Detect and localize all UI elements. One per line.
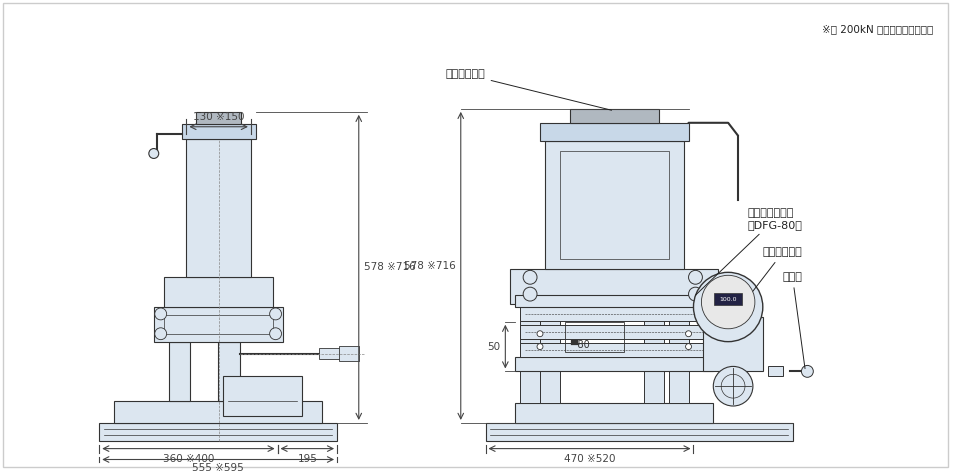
Text: 578 ※716: 578 ※716 [404,261,456,271]
Text: 555 ※595: 555 ※595 [192,464,244,474]
Circle shape [802,365,813,377]
Text: ▀80: ▀80 [569,340,589,350]
Circle shape [155,328,167,340]
Circle shape [693,272,763,342]
FancyBboxPatch shape [520,342,708,357]
Circle shape [270,308,281,320]
FancyBboxPatch shape [164,277,273,307]
FancyBboxPatch shape [520,307,708,321]
FancyBboxPatch shape [181,124,255,139]
Circle shape [523,287,537,301]
Text: 578 ※716: 578 ※716 [364,262,416,272]
FancyBboxPatch shape [218,342,240,401]
Text: 130 ※150: 130 ※150 [193,112,245,122]
Text: 195: 195 [298,454,317,464]
Text: ハンドポンプ: ハンドポンプ [734,247,803,315]
Text: 470 ※520: 470 ※520 [564,454,615,464]
FancyBboxPatch shape [714,293,742,305]
FancyBboxPatch shape [545,141,684,269]
Circle shape [702,276,755,329]
Text: 100.0: 100.0 [719,296,737,302]
Circle shape [688,287,703,301]
Circle shape [155,308,167,320]
FancyBboxPatch shape [768,366,782,376]
Circle shape [688,270,703,284]
Circle shape [537,331,543,337]
FancyBboxPatch shape [169,342,190,401]
FancyBboxPatch shape [644,304,663,403]
FancyBboxPatch shape [516,357,713,371]
FancyBboxPatch shape [99,423,337,441]
FancyBboxPatch shape [223,376,302,416]
FancyBboxPatch shape [319,348,344,360]
Circle shape [713,366,753,406]
Text: 操作弁: 操作弁 [782,272,805,369]
FancyBboxPatch shape [704,317,763,371]
Circle shape [685,331,691,337]
FancyBboxPatch shape [569,109,659,123]
FancyBboxPatch shape [669,304,688,403]
FancyBboxPatch shape [540,304,560,403]
FancyBboxPatch shape [540,123,688,141]
Circle shape [537,343,543,350]
FancyBboxPatch shape [339,346,359,361]
FancyBboxPatch shape [486,423,793,441]
FancyBboxPatch shape [516,295,713,307]
Text: 油圧シリンダ: 油圧シリンダ [445,69,612,110]
Text: ※は 200kN 仕様時の寸法です。: ※は 200kN 仕様時の寸法です。 [822,25,933,35]
FancyBboxPatch shape [186,139,251,277]
Text: 50: 50 [488,342,500,352]
FancyBboxPatch shape [154,307,282,342]
Circle shape [523,270,537,284]
FancyBboxPatch shape [516,403,713,423]
Circle shape [149,149,158,159]
FancyBboxPatch shape [511,269,718,304]
Circle shape [270,328,281,340]
Text: 360 ※400: 360 ※400 [163,454,214,464]
FancyBboxPatch shape [520,325,708,339]
FancyBboxPatch shape [520,304,540,403]
FancyBboxPatch shape [114,401,323,423]
FancyBboxPatch shape [197,112,241,124]
Circle shape [685,343,691,350]
Text: デジタル荷重計
（DFG-80）: デジタル荷重計 （DFG-80） [695,208,803,295]
